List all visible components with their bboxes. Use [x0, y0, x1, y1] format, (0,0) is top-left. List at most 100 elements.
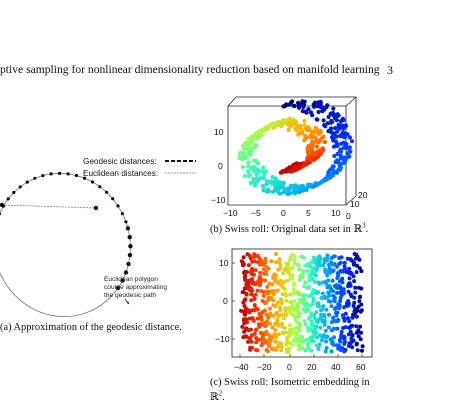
embedding-point — [327, 262, 331, 267]
embedding-point — [288, 255, 293, 260]
roll-point — [320, 148, 325, 153]
roll-point — [287, 186, 292, 191]
embedding-point — [249, 287, 254, 292]
embedding-point — [249, 298, 254, 303]
embedding-point — [351, 274, 356, 279]
geodesic-dot — [12, 190, 16, 195]
embedding-point — [342, 264, 347, 269]
embedding-point — [268, 338, 273, 343]
roll-point — [329, 126, 334, 131]
embedding-point — [252, 254, 257, 259]
embedding-point — [291, 308, 296, 313]
embedding-point — [252, 297, 257, 301]
annotation-line-3: the geodesic path — [104, 292, 156, 299]
roll-point — [253, 183, 258, 188]
embedding-point — [334, 313, 339, 318]
roll-point — [291, 103, 296, 108]
embedding-point — [287, 333, 292, 338]
embedding-point — [354, 341, 359, 346]
embedding-point — [343, 325, 348, 330]
embedding-point — [266, 344, 271, 348]
embedding-point — [349, 336, 354, 341]
polygon-vertex — [127, 252, 133, 258]
roll-point — [317, 181, 322, 186]
embedding-point — [254, 348, 258, 352]
embedding-point — [353, 290, 358, 295]
embedding-point — [316, 347, 321, 351]
roll-point — [295, 124, 300, 129]
embedding-point — [335, 290, 339, 295]
embedding-point — [360, 344, 365, 349]
roll-point — [308, 110, 314, 115]
embedding-point — [336, 344, 341, 349]
embedding-point — [255, 316, 260, 321]
caption-b-text: (b) Swiss roll: Original data set in — [210, 224, 354, 235]
roll-point — [251, 136, 256, 141]
embedding-point — [297, 324, 302, 329]
embedding-point — [264, 269, 269, 274]
embedding-point — [239, 308, 244, 313]
embedding-point — [322, 314, 327, 319]
embedding-point — [355, 348, 360, 353]
embedding-point — [242, 317, 246, 322]
embedding-point — [260, 334, 265, 339]
embedding-point — [243, 273, 248, 278]
embedding-point — [286, 278, 291, 283]
roll-point — [302, 138, 307, 143]
caption-b-sup: 3 — [362, 221, 366, 230]
roll-point — [296, 132, 301, 137]
isometric-embedding-plot: 10 0 −10 −40 −20 0 20 40 60 — [215, 248, 373, 372]
embedding-point — [302, 319, 307, 323]
roll-point — [245, 169, 251, 174]
embedding-point — [329, 255, 334, 260]
embedding-point — [317, 259, 322, 264]
roll-point — [331, 106, 336, 111]
embedding-point — [273, 252, 278, 256]
embedding-point — [254, 340, 259, 345]
roll-point — [307, 127, 312, 133]
roll-point — [332, 153, 337, 159]
embedding-point — [328, 337, 333, 342]
roll-point — [311, 102, 316, 107]
embedding-point — [253, 268, 258, 273]
embedding-point — [288, 341, 293, 346]
embedding-point — [332, 335, 337, 340]
chord-endpoint — [0, 202, 5, 208]
x-tick: 10 — [331, 208, 341, 218]
embedding-point — [290, 276, 294, 281]
embedding-point — [338, 260, 343, 265]
embedding-point — [241, 290, 246, 294]
embedding-point — [297, 292, 302, 297]
embedding-point — [278, 278, 283, 283]
embedding-point — [285, 270, 290, 274]
running-header-title: ptive sampling for nonlinear dimensional… — [0, 63, 380, 76]
roll-point — [339, 134, 345, 139]
roll-point — [341, 140, 346, 145]
roll-point — [322, 140, 327, 145]
embedding-point — [285, 339, 290, 344]
embedding-point — [309, 327, 314, 332]
roll-point — [329, 130, 334, 135]
embedding-point — [240, 324, 245, 329]
geodesic-dot — [18, 185, 22, 189]
embedding-point — [241, 335, 246, 340]
legend-geodesic-label: Geodesic distances: — [83, 157, 157, 166]
geodesic-dot — [49, 172, 53, 176]
geodesic-path — [0, 171, 128, 224]
embedding-point — [265, 319, 269, 324]
embedding-point — [284, 261, 289, 266]
embedding-point — [360, 348, 364, 353]
x-tick: 20 — [307, 362, 317, 372]
embedding-point — [287, 323, 292, 328]
embedding-point — [297, 343, 302, 348]
embedding-point — [330, 278, 335, 283]
roll-point — [329, 118, 334, 123]
embedding-point — [335, 326, 340, 331]
embedding-point — [263, 340, 268, 345]
embedding-point — [354, 324, 359, 329]
roll-point — [248, 180, 253, 186]
roll-point — [276, 120, 281, 125]
roll-point — [271, 181, 276, 186]
embedding-point — [295, 262, 300, 267]
embedding-point — [254, 328, 258, 333]
